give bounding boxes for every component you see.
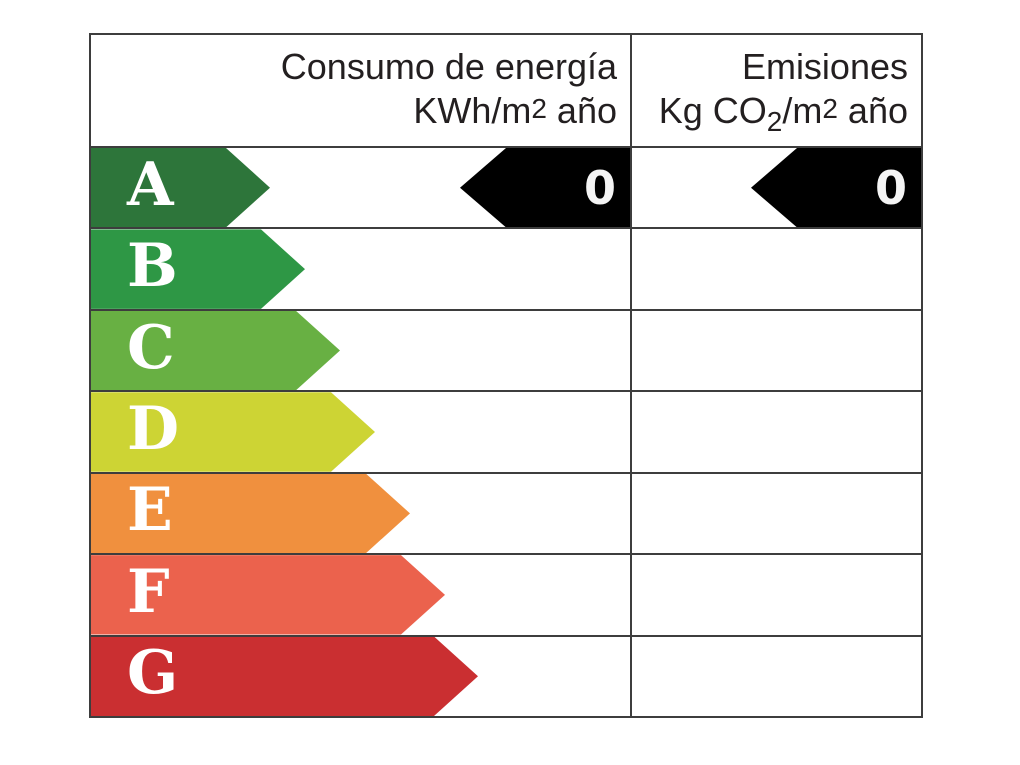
rating-letter-a: A	[127, 149, 174, 220]
rating-letter-b: B	[127, 231, 178, 302]
consumption-indicator-arrow: 0	[460, 148, 630, 228]
header-consumption: Consumo de energía KWh/m2 año	[91, 35, 632, 146]
cell-consumption-b: B	[91, 229, 632, 309]
rating-letter-e: E	[127, 475, 173, 546]
cell-consumption-d: D	[91, 392, 632, 472]
cell-emissions-c	[632, 311, 921, 390]
rating-arrow-b: B	[91, 229, 305, 308]
header-emissions-line1: Emisiones	[741, 46, 908, 87]
rating-row-f: F	[91, 553, 921, 635]
consumption-value: 0	[583, 160, 616, 215]
cell-consumption-f: F	[91, 555, 632, 635]
cell-consumption-e: E	[91, 473, 632, 554]
emissions-unit-exponent: 2	[822, 93, 838, 124]
emissions-unit-subscript: 2	[766, 106, 783, 137]
cell-emissions-d	[632, 392, 921, 471]
emissions-unit-pre: Kg CO	[658, 90, 767, 131]
cell-emissions-f	[632, 555, 921, 634]
cell-emissions-g	[632, 637, 921, 716]
header-consumption-line1: Consumo de energía	[280, 46, 617, 87]
cell-emissions-e	[632, 474, 921, 553]
rating-arrow-c: C	[91, 311, 340, 390]
cell-consumption-c: C	[91, 310, 632, 391]
emissions-unit-post: año	[837, 90, 908, 131]
emissions-unit-mid: /m	[782, 90, 823, 131]
rating-table: Consumo de energía KWh/m2 año Emisiones …	[89, 33, 923, 718]
emissions-indicator-arrow: 0	[751, 148, 921, 228]
rating-row-c: C	[91, 308, 921, 391]
rating-letter-c: C	[127, 312, 175, 383]
cell-emissions-a: 0	[632, 148, 921, 228]
rating-arrow-g: G	[91, 637, 478, 716]
rating-arrow-a: A	[91, 148, 270, 227]
rating-letter-f: F	[127, 556, 170, 627]
cell-consumption-g: G	[91, 636, 632, 716]
rating-row-e: E	[91, 471, 921, 554]
emissions-value: 0	[874, 160, 907, 215]
consumption-unit-exponent: 2	[531, 93, 547, 124]
header-emissions-line2: Kg CO2/m2 año	[658, 89, 908, 137]
header-consumption-line2: KWh/m2 año	[413, 89, 617, 136]
rating-row-d: D	[91, 390, 921, 472]
table-header: Consumo de energía KWh/m2 año Emisiones …	[91, 35, 921, 146]
rating-letter-g: G	[127, 638, 179, 709]
header-emissions: Emisiones Kg CO2/m2 año	[632, 35, 921, 146]
consumption-unit-pre: KWh/m	[413, 90, 532, 131]
rating-arrow-f: F	[91, 555, 445, 634]
rating-arrow-d: D	[91, 392, 375, 471]
consumption-unit-post: año	[546, 90, 617, 131]
rating-row-b: B	[91, 227, 921, 309]
rating-arrow-e: E	[91, 474, 410, 553]
cell-emissions-b	[632, 229, 921, 308]
rating-row-g: G	[91, 634, 921, 716]
rating-letter-d: D	[127, 393, 180, 464]
